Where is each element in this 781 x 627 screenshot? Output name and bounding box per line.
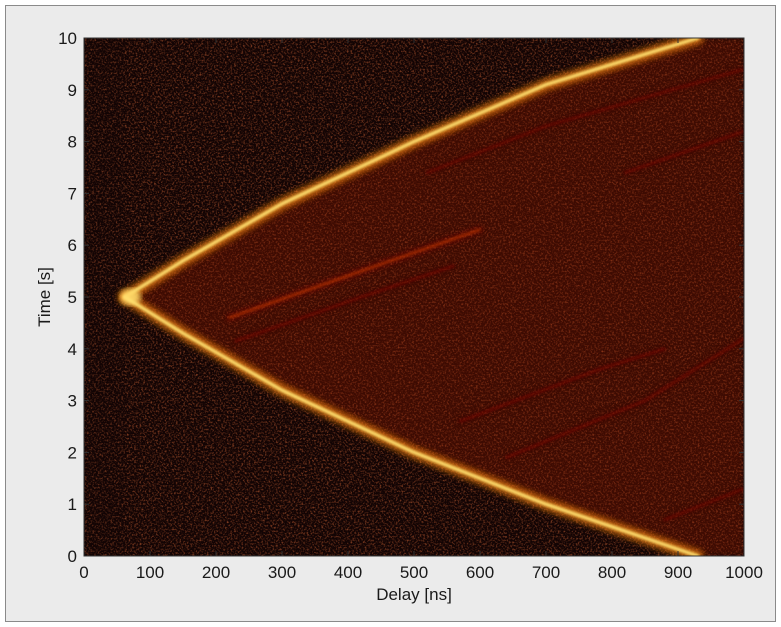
y-tick-label: 8 — [68, 133, 77, 152]
y-axis-ticks: 0 1 2 3 4 5 6 7 8 9 10 — [58, 29, 744, 566]
x-tick-label: 100 — [136, 563, 164, 582]
y-tick-label: 9 — [68, 81, 77, 100]
y-tick-label: 3 — [68, 392, 77, 411]
y-tick-label: 10 — [58, 29, 77, 48]
x-tick-label: 1000 — [725, 563, 763, 582]
apex-glow — [120, 289, 141, 305]
path-line-7 — [505, 337, 744, 459]
path-line-2 — [228, 228, 481, 319]
x-tick-label: 200 — [202, 563, 230, 582]
x-axis-label: Delay [ns] — [376, 585, 452, 604]
path-line-0 — [123, 38, 700, 299]
x-axis-ticks: 0 100 200 300 400 500 600 700 800 900 1000 — [79, 38, 763, 582]
x-tick-label: 700 — [532, 563, 560, 582]
y-tick-label: 5 — [68, 288, 77, 307]
path-line-1 — [123, 295, 700, 556]
y-tick-label: 4 — [68, 340, 77, 359]
x-tick-label: 600 — [466, 563, 494, 582]
path-line-8 — [663, 487, 744, 521]
y-tick-label: 2 — [68, 443, 77, 462]
x-tick-label: 0 — [79, 563, 88, 582]
x-tick-label: 500 — [400, 563, 428, 582]
x-tick-label: 300 — [268, 563, 296, 582]
heatmap-area — [84, 38, 744, 556]
path-line-6 — [459, 347, 666, 423]
x-tick-label: 400 — [334, 563, 362, 582]
y-tick-label: 7 — [68, 184, 77, 203]
x-tick-label: 800 — [598, 563, 626, 582]
x-tick-label: 900 — [664, 563, 692, 582]
path-line-4 — [426, 68, 744, 174]
y-tick-label: 6 — [68, 236, 77, 255]
y-axis-label: Time [s] — [35, 267, 54, 327]
y-tick-label: 0 — [68, 547, 77, 566]
path-line-5 — [624, 130, 744, 174]
y-tick-label: 1 — [68, 495, 77, 514]
